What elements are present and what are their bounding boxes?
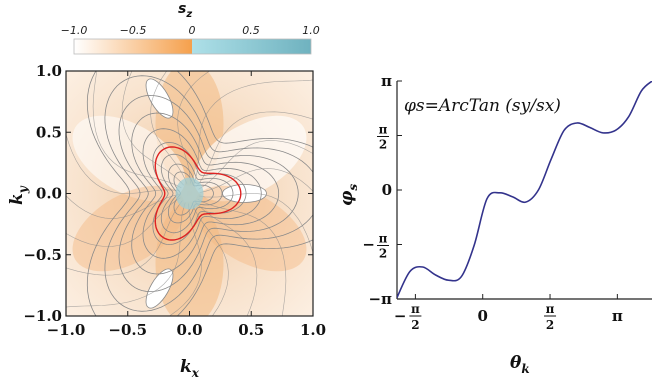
x-tick-label: 0.0 [176, 321, 202, 339]
colorbar-tick-label: −0.5 [120, 24, 147, 37]
radial-contour-line [199, 168, 313, 193]
svg-text:π: π [411, 302, 420, 316]
contour-line [118, 94, 299, 293]
central-spin-blob [175, 177, 204, 210]
contour-lobe-white [145, 268, 174, 309]
svg-text:π: π [379, 123, 388, 137]
phase-x-tick-label: π [612, 307, 623, 325]
radial-contour-line [177, 71, 211, 184]
phase-y-tick-label: π2 [377, 123, 389, 152]
radial-contour-line [66, 200, 183, 276]
y-tick-label: −0.5 [23, 246, 62, 264]
phase-y-tick-label: 0 [382, 181, 392, 199]
colorbar-positive-band [192, 39, 311, 54]
y-tick-label: 1.0 [36, 62, 62, 80]
svg-text:π: π [379, 231, 388, 245]
radial-contour-line [66, 197, 181, 247]
x-tick-label: 1.0 [300, 321, 326, 339]
contour-x-axis-label: kx [180, 357, 200, 380]
colorbar: sz −1.0 −0.5 0 0.5 1.0 [61, 1, 320, 55]
colorbar-title: sz [178, 1, 192, 20]
colorbar-negative-band [74, 39, 192, 54]
phase-y-tick-label: −π [368, 290, 392, 308]
contour-y-axis-label: ky [7, 185, 30, 205]
contour-plot: −1.0 −0.5 0.0 0.5 1.0 −1.0 −0.5 0.0 0.5 1.0 kx k… [7, 62, 326, 380]
phase-x-tick-label: 0 [477, 307, 487, 325]
contour-line [160, 153, 234, 234]
svg-text:−: − [362, 235, 375, 253]
radial-contour-line [193, 79, 313, 185]
colorbar-tick-label: −1.0 [61, 24, 88, 37]
zero-contour-highlight [154, 146, 242, 241]
phase-y-axis-label: φs [337, 184, 360, 206]
radial-contour-line [168, 203, 202, 316]
contour-plot-ticks [65, 70, 314, 317]
colorbar-frame [73, 38, 312, 55]
radial-contour-line [66, 194, 180, 219]
phase-x-tick-label: − π 2 [394, 302, 422, 332]
colorbar-tick-label: 1.0 [302, 24, 320, 37]
contour-y-tick-labels: −1.0 −0.5 0.0 0.5 1.0 [23, 62, 62, 325]
contour-line [152, 142, 247, 245]
y-tick-label: 0.5 [36, 123, 62, 141]
contour-line [142, 128, 262, 259]
x-tick-label: 0.5 [238, 321, 264, 339]
svg-text:2: 2 [379, 138, 387, 152]
colorbar-tick-label: 0 [189, 24, 196, 37]
radial-contour-line [197, 198, 287, 316]
radial-contour-line [194, 201, 258, 316]
radial-contour-line [66, 133, 180, 194]
svg-text:π: π [546, 302, 555, 316]
phase-x-tick-label: π2 [544, 302, 557, 332]
y-tick-label: −1.0 [23, 307, 62, 325]
contour-line [131, 112, 280, 275]
phase-x-axis-label: θk [510, 353, 530, 376]
svg-text:2: 2 [411, 318, 419, 332]
colorbar-tick-labels: −1.0 −0.5 0 0.5 1.0 [61, 24, 320, 37]
radial-contour-line [198, 140, 313, 190]
radial-contour-line [66, 202, 186, 308]
y-tick-label: 0.0 [36, 185, 62, 203]
radial-contour-line [191, 203, 229, 316]
radial-contour-line [92, 71, 182, 189]
x-tick-label: −1.0 [47, 321, 86, 339]
svg-text:2: 2 [546, 318, 554, 332]
radial-contour-line [150, 71, 188, 184]
svg-text:2: 2 [379, 246, 387, 260]
radial-contour-lines [66, 71, 313, 316]
phase-y-tick-label: − π2 [362, 231, 389, 260]
contour-x-tick-labels: −1.0 −0.5 0.0 0.5 1.0 [47, 321, 326, 339]
colorbar-tick-label: 0.5 [242, 24, 260, 37]
phase-y-tick-label: π [381, 72, 392, 90]
radial-contour-line [199, 193, 313, 254]
svg-text:−: − [394, 307, 407, 325]
x-tick-label: −0.5 [108, 321, 147, 339]
phase-series-line [397, 81, 652, 298]
phase-x-tick-labels: − π2 0 π2 π [394, 302, 623, 332]
radial-contour-line [121, 71, 185, 186]
contour-line [104, 75, 313, 312]
phase-plot-ticks [397, 80, 618, 300]
radial-contour-line [196, 111, 313, 187]
phase-annotation: φs=ArcTan (sy/sx) [404, 96, 561, 116]
